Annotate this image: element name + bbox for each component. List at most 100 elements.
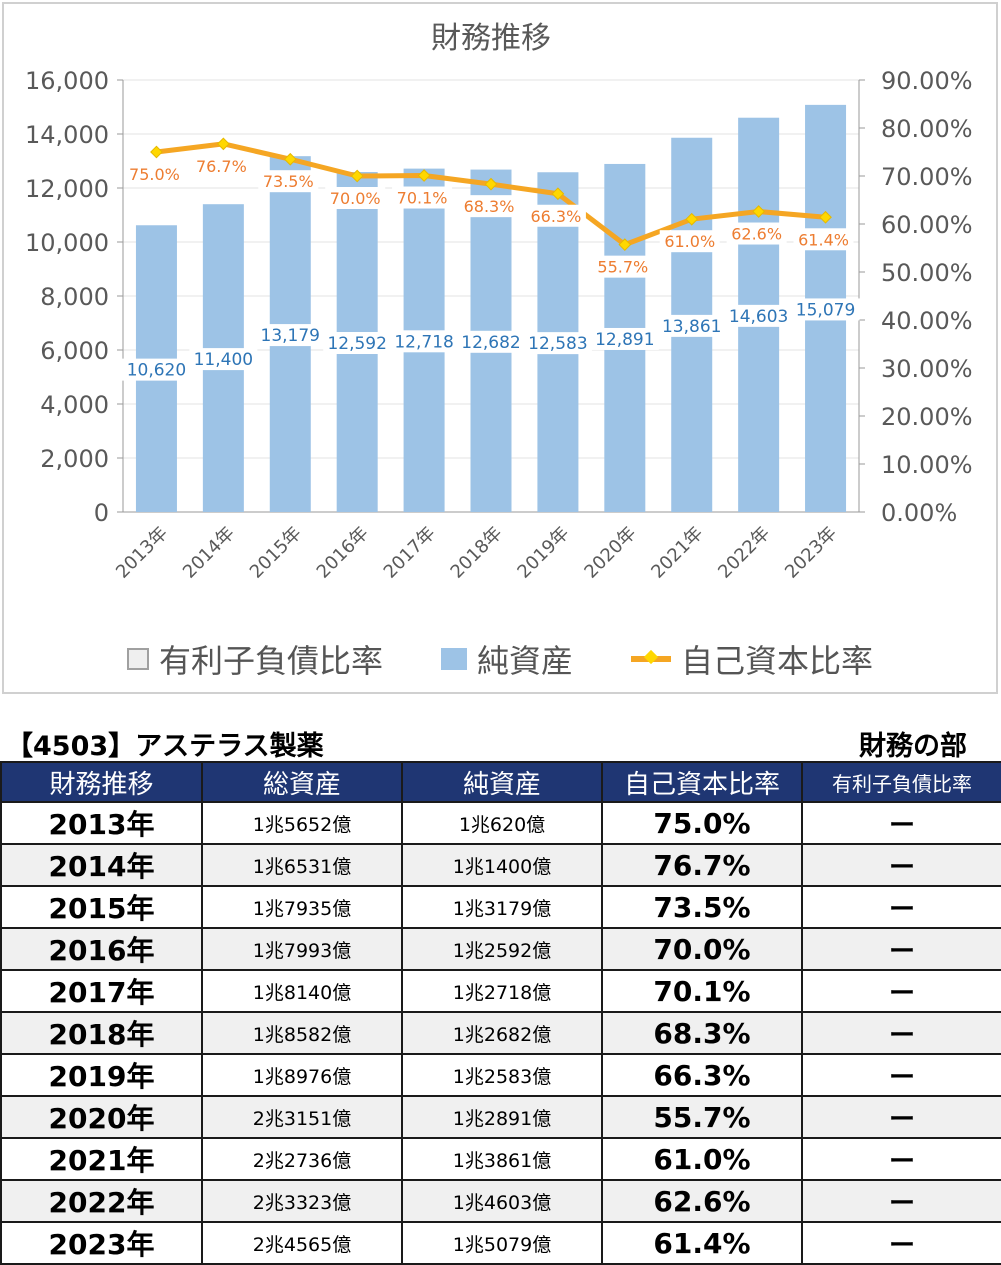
bar-label-background <box>189 348 258 371</box>
bar-label-background <box>256 324 325 347</box>
table-row: 2014年 1兆6531億 1兆1400億 76.7% ー <box>0 843 1001 887</box>
line-value-label: 62.6% <box>731 225 782 244</box>
line-point-equity-ratio <box>417 169 431 182</box>
cell-year: 2019年 <box>0 1053 203 1097</box>
cell-total-assets: 1兆7935億 <box>201 885 403 929</box>
cell-year: 2018年 <box>0 1011 203 1055</box>
table-row: 2021年 2兆2736億 1兆3861億 61.0% ー <box>0 1137 1001 1181</box>
bar-value-label: 12,682 <box>461 333 520 353</box>
y-right-tick-label: 90.00% <box>881 67 973 95</box>
cell-equity-ratio: 73.5% <box>601 885 803 929</box>
cell-total-assets: 1兆8976億 <box>201 1053 403 1097</box>
legend-label-debt-ratio: 有利子負債比率 <box>158 642 383 680</box>
line-label-background <box>592 255 653 278</box>
y-right-tick-label: 60.00% <box>881 211 973 239</box>
line-point-equity-ratio <box>618 238 632 252</box>
cell-total-assets: 1兆5652億 <box>201 801 403 845</box>
table-heading: 【4503】アステラス製薬 財務の部 <box>0 724 1001 762</box>
cell-total-assets: 1兆8140億 <box>201 969 403 1013</box>
cell-total-assets: 1兆7993億 <box>201 927 403 971</box>
cell-total-assets: 1兆6531億 <box>201 843 403 887</box>
cell-total-assets: 2兆3323億 <box>201 1179 403 1223</box>
cell-debt-ratio: ー <box>801 885 1001 929</box>
cell-debt-ratio: ー <box>801 1053 1001 1097</box>
table-row: 2018年 1兆8582億 1兆2682億 68.3% ー <box>0 1011 1001 1055</box>
header-year: 財務推移 <box>0 761 203 803</box>
cell-debt-ratio: ー <box>801 1221 1001 1265</box>
cell-equity-ratio: 55.7% <box>601 1095 803 1139</box>
bar-label-background <box>457 330 525 353</box>
line-label-background <box>525 204 586 227</box>
cell-net-assets: 1兆2583億 <box>401 1053 603 1097</box>
cell-year: 2015年 <box>0 885 203 929</box>
line-point-equity-ratio <box>819 210 832 224</box>
cell-equity-ratio: 68.3% <box>601 1011 803 1055</box>
line-point-equity-ratio <box>350 169 364 183</box>
y-left-tick-label: 10,000 <box>25 229 109 257</box>
bar-value-label: 12,718 <box>394 332 453 352</box>
x-tick-label: 2023年 <box>781 523 841 583</box>
x-tick-label: 2015年 <box>246 523 306 583</box>
legend-swatch-net-assets <box>440 648 467 670</box>
y-right-tick-label: 20.00% <box>881 403 973 431</box>
table-row: 2023年 2兆4565億 1兆5079億 61.4% ー <box>0 1221 1001 1265</box>
bar-value-label: 12,583 <box>528 334 587 354</box>
line-label-background <box>191 154 252 177</box>
bar-label-background <box>724 304 793 327</box>
x-tick-label: 2021年 <box>647 523 707 583</box>
table-row: 2017年 1兆8140億 1兆2718億 70.1% ー <box>0 969 1001 1013</box>
line-value-label: 76.7% <box>196 157 247 176</box>
legend-swatch-equity-ratio <box>631 656 671 662</box>
cell-debt-ratio: ー <box>801 1137 1001 1181</box>
bar-label-background <box>523 332 592 355</box>
cell-year: 2016年 <box>0 927 203 971</box>
cell-debt-ratio: ー <box>801 801 1001 845</box>
legend-item-net-assets: 純資産 <box>440 636 573 682</box>
cell-equity-ratio: 62.6% <box>601 1179 803 1223</box>
bar-label-background <box>791 298 860 321</box>
line-point-equity-ratio <box>685 212 699 226</box>
y-right-tick-label: 40.00% <box>881 307 973 335</box>
cell-total-assets: 2兆4565億 <box>201 1221 403 1265</box>
table-header-row: 財務推移 総資産 純資産 自己資本比率 有利子負債比率 <box>0 761 1001 803</box>
cell-debt-ratio: ー <box>801 969 1001 1013</box>
table-row: 2015年 1兆7935億 1兆3179億 73.5% ー <box>0 885 1001 929</box>
line-label-background <box>793 228 854 251</box>
x-tick-label: 2020年 <box>580 523 640 583</box>
cell-net-assets: 1兆2718億 <box>401 969 603 1013</box>
x-tick-label: 2019年 <box>513 523 573 583</box>
table-body: 2013年 1兆5652億 1兆620億 75.0% ー 2014年 1兆6531億 1兆14… <box>0 801 1001 1265</box>
x-tick-label: 2017年 <box>380 523 440 583</box>
legend-item-debt-ratio: 有利子負債比率 <box>126 636 383 682</box>
chart-frame: 財務推移 0 2,000 4,000 6,000 8,000 10,000 12,000 14,… <box>2 2 998 694</box>
cell-year: 2022年 <box>0 1179 203 1223</box>
chart-legend: 有利子負債比率 純資産 自己資本比率 <box>4 636 996 682</box>
bar-value-label: 13,179 <box>261 326 320 346</box>
cell-equity-ratio: 61.4% <box>601 1221 803 1265</box>
x-tick-label: 2016年 <box>313 523 373 583</box>
line-label-background <box>258 170 319 193</box>
line-value-label: 70.0% <box>330 189 381 208</box>
cell-net-assets: 1兆4603億 <box>401 1179 603 1223</box>
header-equity-ratio: 自己資本比率 <box>601 761 803 803</box>
line-point-equity-ratio <box>150 145 163 159</box>
bar-label-background <box>657 314 726 337</box>
y-right-tick-label: 80.00% <box>881 115 973 143</box>
cell-debt-ratio: ー <box>801 927 1001 971</box>
y-left-tick-label: 16,000 <box>25 67 109 95</box>
line-point-equity-ratio <box>484 177 498 191</box>
x-tick-label: 2018年 <box>447 523 507 583</box>
y-right-tick-label: 30.00% <box>881 355 973 383</box>
legend-label-equity-ratio: 自己資本比率 <box>681 642 874 680</box>
cell-net-assets: 1兆2891億 <box>401 1095 603 1139</box>
line-value-label: 61.4% <box>798 230 849 249</box>
cell-equity-ratio: 66.3% <box>601 1053 803 1097</box>
x-tick-label: 2013年 <box>112 523 172 583</box>
line-label-background <box>659 230 720 253</box>
line-label-background <box>726 222 787 245</box>
table-row: 2016年 1兆7993億 1兆2592億 70.0% ー <box>0 927 1001 971</box>
x-tick-label: 2022年 <box>714 523 774 583</box>
cell-debt-ratio: ー <box>801 1095 1001 1139</box>
y-left-tick-label: 4,000 <box>40 391 109 419</box>
header-total-assets: 総資産 <box>201 761 403 803</box>
